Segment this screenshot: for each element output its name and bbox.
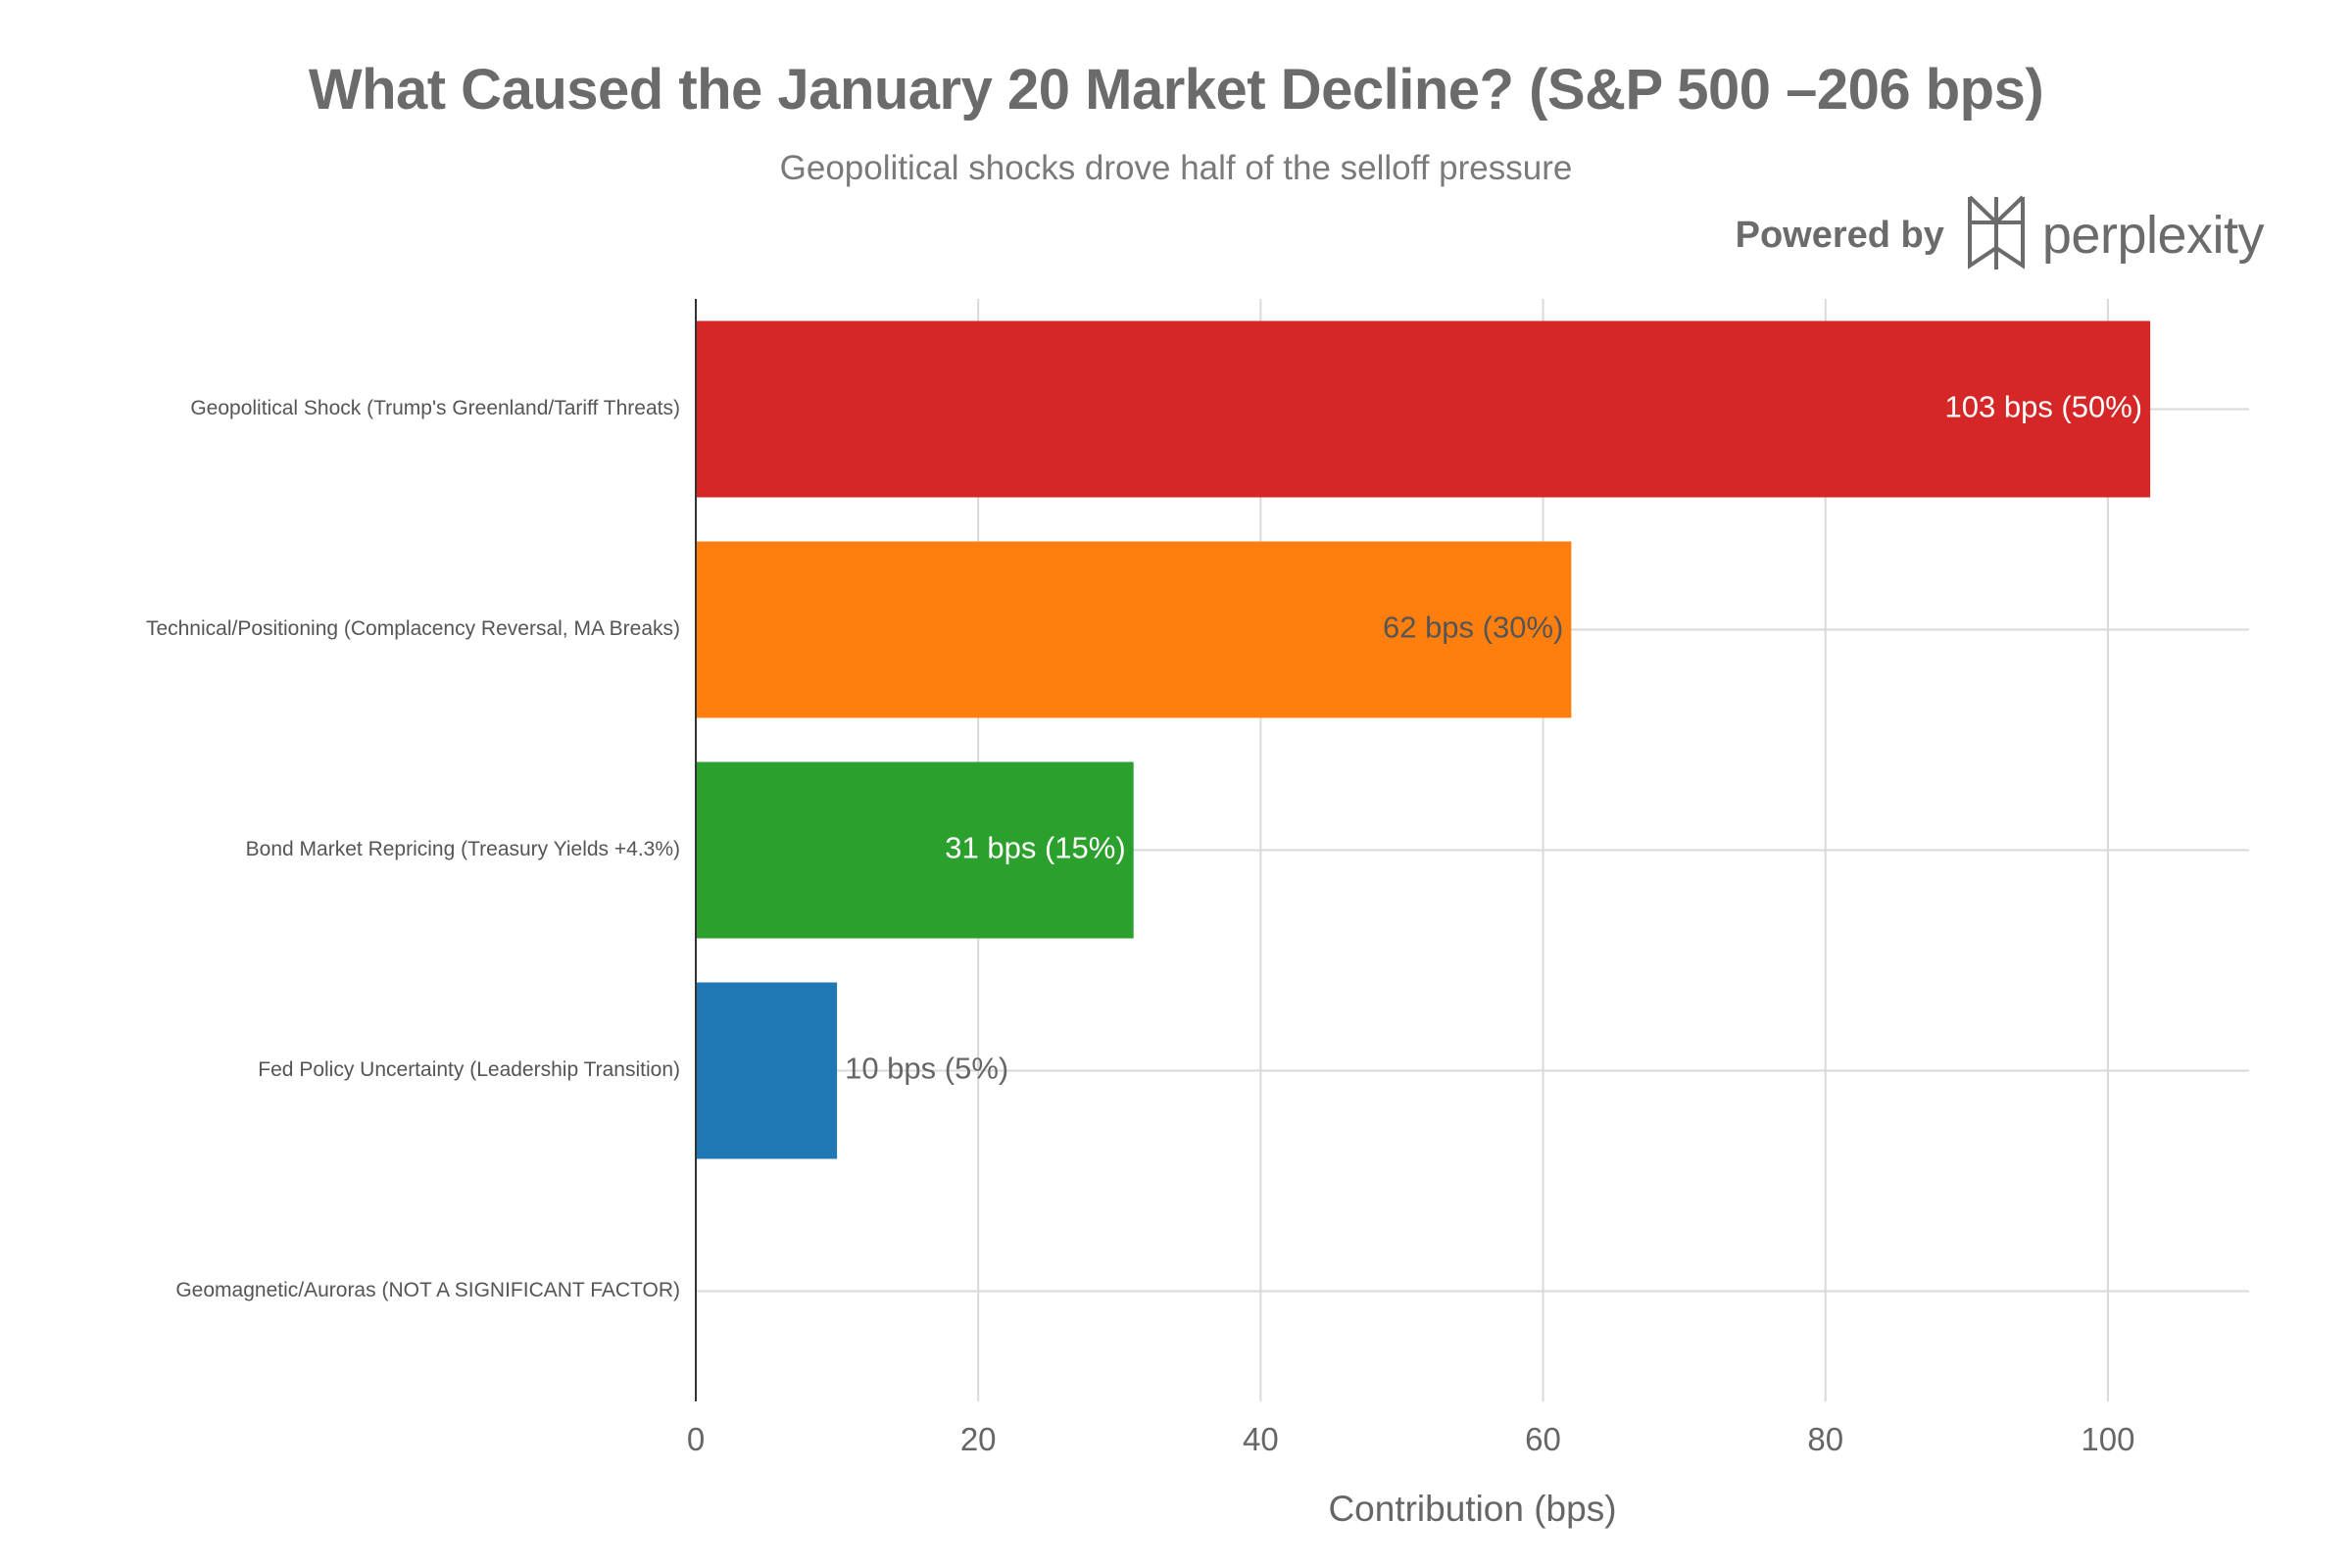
perplexity-logo-icon — [1964, 195, 2029, 276]
data-label: 62 bps (30%) — [1383, 611, 1563, 645]
category-label: Technical/Positioning (Complacency Rever… — [146, 617, 680, 640]
x-tick-label: 40 — [1243, 1421, 1279, 1457]
category-label: Geomagnetic/Auroras (NOT A SIGNIFICANT F… — [175, 1279, 680, 1301]
bars — [696, 320, 2151, 1159]
data-label: 10 bps (5%) — [845, 1052, 1008, 1086]
x-tick-label: 20 — [960, 1421, 997, 1457]
data-label: 103 bps (50%) — [1945, 390, 2143, 424]
category-label: Bond Market Repricing (Treasury Yields +… — [246, 838, 680, 860]
chart-subtitle: Geopolitical shocks drove half of the se… — [779, 149, 1573, 187]
bar[interactable] — [696, 541, 1572, 718]
category-label: Geopolitical Shock (Trump's Greenland/Ta… — [190, 397, 680, 419]
x-axis-title: Contribution (bps) — [1328, 1489, 1616, 1529]
chart-title: What Caused the January 20 Market Declin… — [308, 58, 2044, 122]
x-tick-label: 0 — [687, 1421, 705, 1457]
bar[interactable] — [696, 761, 1134, 939]
x-tick-label: 80 — [1807, 1421, 1843, 1457]
perplexity-wordmark: perplexity — [2041, 206, 2265, 265]
bar[interactable] — [696, 982, 838, 1159]
bar[interactable] — [696, 320, 2151, 498]
data-label: 31 bps (15%) — [945, 831, 1125, 865]
x-tick-label: 100 — [2081, 1421, 2134, 1457]
labels: Geopolitical Shock (Trump's Greenland/Ta… — [146, 390, 2142, 1301]
powered-by-branding[interactable]: Powered by perplexity — [1735, 195, 2265, 276]
axes: 0 20 40 60 80 100 Contribution (bps) — [687, 299, 2134, 1529]
category-label: Fed Policy Uncertainty (Leadership Trans… — [258, 1058, 680, 1081]
powered-by-label: Powered by — [1735, 214, 1944, 256]
x-tick-label: 60 — [1525, 1421, 1561, 1457]
